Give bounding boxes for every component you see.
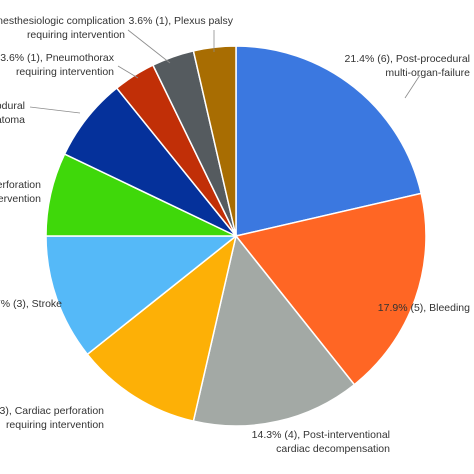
leader-line-7 xyxy=(29,106,81,114)
leader-line-9 xyxy=(127,29,171,64)
pie-slice-10 xyxy=(192,45,237,237)
slice-label-line: hematoma xyxy=(0,114,25,126)
slice-label-3: 14.3% (4), Post-interventional cardiac de… xyxy=(252,429,390,455)
slice-label-4: 10.7% (3), Cardiac perforation requiring … xyxy=(0,405,104,431)
slice-label-2: 17.9% (5), Bleeding xyxy=(378,302,470,314)
slice-label-10: 3.6% (1), Plexus palsy xyxy=(129,15,234,27)
slice-label-line: 7.1% (2), Cardiac perforation xyxy=(0,179,41,191)
slice-label-6: 7.1% (2), Cardiac perforation without int… xyxy=(0,179,41,205)
leader-line-8 xyxy=(117,65,139,79)
slice-label-line: without intervention xyxy=(0,193,41,205)
slice-label-line: 14.3% (4), Post-interventional xyxy=(252,429,390,441)
slice-label-line: 17.9% (5), Bleeding xyxy=(378,302,470,314)
slice-label-line: 7.1% (2), Subdural xyxy=(0,100,25,112)
slice-label-line: 10.7% (3), Cardiac perforation xyxy=(0,405,104,417)
slice-label-line: 3.6% (1), Plexus palsy xyxy=(129,15,234,27)
pie-slice-2 xyxy=(234,192,427,386)
pie-slice-4 xyxy=(86,234,238,423)
leader-line-1 xyxy=(404,74,421,99)
slice-label-line: requiring intervention xyxy=(27,29,125,41)
slice-label-line: 3.6% (1), Pneumothorax xyxy=(0,52,115,64)
slice-label-line: requiring intervention xyxy=(6,419,104,431)
slice-label-line: 21.4% (6), Post-procedural xyxy=(345,53,470,65)
leader-lines xyxy=(29,29,421,114)
slice-label-line: multi-organ-failure xyxy=(385,67,470,79)
pie-slices xyxy=(45,45,427,427)
slice-label-line: requiring intervention xyxy=(16,66,114,78)
slice-label-1: 21.4% (6), Post-procedural multi-organ-fa… xyxy=(345,53,471,79)
slice-label-5: 10.7% (3), Stroke xyxy=(0,298,62,310)
slice-label-8: 3.6% (1), Pneumothorax requiring interven… xyxy=(0,52,115,78)
slice-label-line: cardiac decompensation xyxy=(276,443,390,455)
slice-label-line: 10.7% (3), Stroke xyxy=(0,298,62,310)
slice-labels: 21.4% (6), Post-procedural multi-organ-fa… xyxy=(0,15,470,455)
slice-label-9: 3.6% (1), Anesthesiologic complication re… xyxy=(0,15,125,41)
pie-slice-1 xyxy=(235,45,423,237)
slice-label-7: 7.1% (2), Subdural hematoma xyxy=(0,100,25,126)
pie-slice-3 xyxy=(192,234,356,427)
slice-label-line: 3.6% (1), Anesthesiologic complication xyxy=(0,15,125,27)
pie-slice-5 xyxy=(45,235,239,356)
